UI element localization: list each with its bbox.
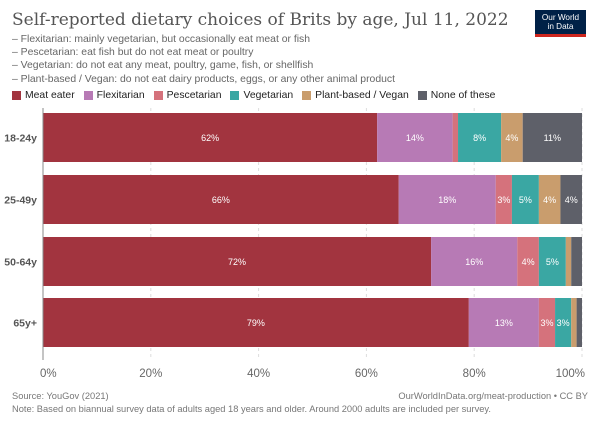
subtitle-line: – Flexitarian: mainly vegetarian, but oc… bbox=[12, 34, 311, 45]
legend-item[interactable]: Vegetarian bbox=[230, 90, 293, 101]
data-label: 3% bbox=[497, 195, 510, 205]
data-label: 4% bbox=[522, 257, 535, 267]
data-label: 72% bbox=[228, 257, 246, 267]
x-tick-label: 0% bbox=[40, 368, 57, 380]
category-label: 65y+ bbox=[13, 318, 37, 330]
owid-logo[interactable]: Our World in Data bbox=[535, 10, 586, 37]
data-label: 11% bbox=[544, 133, 561, 143]
bar-segment bbox=[43, 298, 469, 347]
subtitle-line: – Pescetarian: eat fish but do not eat m… bbox=[12, 47, 254, 59]
data-label: 5% bbox=[546, 257, 559, 267]
bar-segment bbox=[468, 298, 539, 347]
bar-segment bbox=[517, 237, 539, 286]
x-tick-label: 80% bbox=[463, 368, 486, 380]
bar-segment bbox=[398, 175, 496, 224]
bar-segment bbox=[458, 113, 502, 162]
legend-swatch bbox=[417, 91, 427, 100]
source-url-link[interactable]: OurWorldInData.org/meat-production • CC … bbox=[398, 391, 588, 401]
x-tick-label: 20% bbox=[139, 368, 162, 380]
data-label: 8% bbox=[473, 133, 486, 143]
data-label: 14% bbox=[406, 133, 424, 143]
category-label: 50-64y bbox=[4, 257, 37, 269]
bar-segment bbox=[43, 175, 399, 224]
legend-item[interactable]: Pescetarian bbox=[153, 90, 222, 101]
data-label: 18% bbox=[438, 195, 456, 205]
data-label: 66% bbox=[212, 195, 230, 205]
logo-text-line2: in Data bbox=[547, 22, 574, 32]
bar-segment bbox=[555, 298, 572, 347]
bar-segment bbox=[538, 237, 566, 286]
bar-segment bbox=[377, 113, 453, 162]
legend-swatch bbox=[153, 91, 163, 100]
x-tick-label: 60% bbox=[355, 368, 378, 380]
bar-segment bbox=[565, 237, 572, 286]
legend-label: Flexitarian bbox=[96, 90, 145, 101]
legend-item[interactable]: None of these bbox=[417, 90, 496, 101]
data-label: 4% bbox=[505, 133, 518, 143]
bar-segment bbox=[522, 113, 582, 162]
legend-item[interactable]: Flexitarian bbox=[83, 90, 145, 101]
bar-segment bbox=[576, 298, 582, 347]
legend-item[interactable]: Meat eater bbox=[12, 90, 75, 101]
bar-segment bbox=[571, 237, 582, 286]
chart-subtitle: – Flexitarian: mainly vegetarian, but oc… bbox=[12, 33, 512, 86]
bar-segment bbox=[495, 175, 512, 224]
legend-label: Pescetarian bbox=[166, 90, 222, 101]
subtitle-line: – Plant-based / Vegan: do not eat dairy … bbox=[12, 73, 395, 85]
chart-note: Note: Based on biannual survey data of a… bbox=[12, 404, 491, 414]
category-label: 18-24y bbox=[4, 133, 37, 145]
legend-item[interactable]: Plant-based / Vegan bbox=[302, 90, 409, 101]
chart-title: Self-reported dietary choices of Brits b… bbox=[12, 10, 509, 30]
logo-text-line1: Our World bbox=[541, 13, 580, 22]
data-label: 79% bbox=[247, 318, 265, 328]
legend-swatch bbox=[83, 91, 93, 100]
logo-accent-bar bbox=[535, 34, 586, 37]
x-tick-label: 100% bbox=[556, 368, 585, 380]
legend-label: None of these bbox=[430, 90, 496, 101]
bar-segment bbox=[43, 113, 378, 162]
data-label: 5% bbox=[519, 195, 532, 205]
data-label: 4% bbox=[543, 195, 556, 205]
data-label: 16% bbox=[465, 257, 483, 267]
bar-segment bbox=[538, 298, 556, 347]
legend-label: Vegetarian bbox=[243, 90, 294, 101]
bar-segment bbox=[43, 237, 432, 286]
legend-swatch bbox=[230, 91, 240, 100]
data-label: 3% bbox=[540, 318, 553, 328]
bar-segment bbox=[511, 175, 539, 224]
bar-segment bbox=[571, 298, 577, 347]
legend-swatch bbox=[12, 91, 21, 100]
x-tick-label: 40% bbox=[247, 368, 270, 380]
data-label: 13% bbox=[495, 318, 513, 328]
source-text: Source: YouGov (2021) bbox=[12, 391, 109, 401]
legend-swatch bbox=[302, 91, 312, 100]
subtitle-line: – Vegetarian: do not eat any meat, poult… bbox=[12, 60, 314, 72]
bar-segment bbox=[538, 175, 561, 224]
legend-label: Plant-based / Vegan bbox=[315, 90, 409, 101]
bar-segment bbox=[560, 175, 582, 224]
legend-label: Meat eater bbox=[25, 90, 75, 101]
data-label: 62% bbox=[201, 133, 219, 143]
bar-segment bbox=[452, 113, 459, 162]
bar-segment bbox=[431, 237, 518, 286]
stacked-bar-chart: 0% 20% 40% 60% 80% 100% 18-24y 62% 14% 8% 4% 11% 25-… bbox=[4, 108, 585, 380]
bar-segment bbox=[501, 113, 523, 162]
chart-legend: Meat eater Flexitarian Pescetarian Vegetari… bbox=[12, 90, 504, 101]
data-label: 3% bbox=[557, 318, 570, 328]
category-label: 25-49y bbox=[4, 195, 37, 207]
data-label: 4% bbox=[565, 195, 578, 205]
